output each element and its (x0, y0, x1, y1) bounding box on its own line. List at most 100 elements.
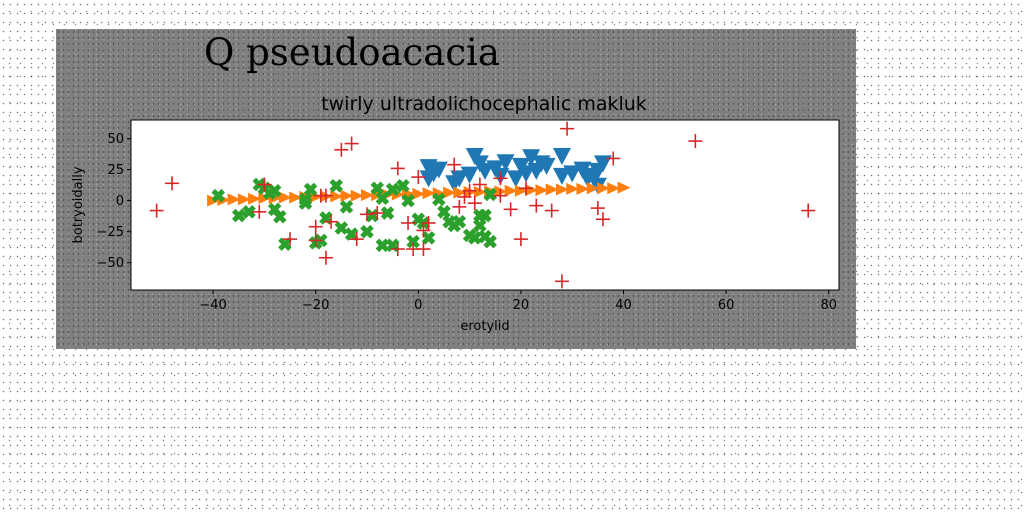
series-3-point-15 (370, 206, 385, 221)
series-0-point-22 (563, 165, 582, 183)
series-1-point-40 (617, 181, 631, 194)
series-3-point-2 (252, 204, 267, 219)
series-3-point-28 (467, 196, 482, 211)
series-1-point-13 (340, 189, 354, 202)
series-1-point-3 (237, 193, 251, 206)
series-3-point-27 (462, 183, 477, 198)
series-1-point-7 (278, 191, 292, 204)
series-3-point-16 (390, 242, 405, 257)
series-2-point-0 (211, 188, 225, 203)
series-3-point-20 (411, 170, 426, 185)
series-2-point-18 (339, 200, 354, 214)
series-3-point-38 (560, 121, 575, 136)
series-3-point-8 (318, 188, 333, 203)
data-marks (149, 121, 816, 289)
scatter-chart: Q pseudoacacia twirly ultradolichocephal… (71, 31, 840, 334)
y-tick-label-2: 0 (116, 194, 124, 209)
series-2-point-8 (273, 210, 287, 224)
series-3-point-25 (452, 199, 467, 214)
x-tick-label-1: −20 (302, 298, 329, 313)
series-2-point-12 (303, 182, 318, 197)
series-0-point-19 (537, 157, 556, 175)
series-2-point-46 (483, 234, 497, 249)
series-3-point-1 (165, 176, 180, 191)
series-3-point-32 (503, 202, 518, 217)
series-1-point-4 (248, 192, 262, 205)
series-0-point-20 (552, 147, 571, 165)
series-2-point-2 (242, 205, 256, 219)
y-tick-label-3: 25 (107, 163, 124, 178)
series-1-point-36 (576, 182, 590, 195)
series-2-point-34 (432, 192, 446, 207)
series-3-point-12 (344, 136, 359, 151)
series-3-point-0 (149, 203, 164, 218)
series-3-point-9 (318, 250, 333, 265)
series-2-point-23 (375, 238, 390, 253)
series-1-point-38 (597, 182, 610, 195)
series-3-point-34 (519, 181, 534, 196)
series-3-point-43 (801, 203, 816, 218)
series-1-point-30 (514, 184, 528, 197)
series-2-point-44 (478, 208, 492, 223)
series-2-point-38 (452, 214, 467, 229)
series-1-point-29 (504, 184, 518, 197)
series-0-point-9 (476, 162, 494, 180)
series-3-point-13 (349, 232, 364, 247)
series-3-point-36 (544, 203, 559, 218)
series-0-point-16 (522, 149, 541, 167)
series-1-point-21 (422, 187, 436, 200)
series-2-point-20 (360, 224, 374, 239)
series-2-point-45 (483, 187, 497, 202)
series-1-point-32 (535, 184, 549, 197)
series-2-point-24 (375, 191, 390, 205)
series-0-point-13 (506, 170, 525, 188)
series-1-point-15 (361, 189, 374, 202)
axes: −40 −20 0 20 40 60 80 −50 −25 0 25 50 (97, 132, 837, 313)
series-1-point-8 (289, 191, 303, 204)
figure-background: Q pseudoacacia twirly ultradolichocephal… (56, 29, 856, 349)
series-2-point-16 (329, 178, 343, 193)
series-2-point-35 (437, 205, 451, 219)
series-0-point-28 (594, 155, 612, 173)
y-tick-label-4: 50 (107, 132, 124, 147)
series-2-point-27 (385, 182, 400, 197)
series-3-point-23 (421, 215, 436, 230)
series-2-point-19 (344, 227, 359, 241)
series-3-point-41 (606, 151, 621, 166)
series-2-point-28 (396, 178, 410, 193)
series-0-point-3 (429, 161, 448, 179)
series-3-point-42 (688, 134, 703, 149)
series-1-point-20 (412, 187, 426, 200)
series-2-point-29 (401, 193, 415, 208)
y-axis-label: botryoidally (71, 166, 86, 243)
x-tick-label-6: 80 (820, 298, 837, 313)
series-2-point-7 (267, 183, 282, 198)
chart-title: twirly ultradolichocephalic makluk (321, 93, 647, 115)
x-tick-label-0: −40 (199, 298, 226, 313)
series-1-point-14 (350, 189, 364, 202)
series-0-point-15 (517, 165, 536, 183)
series-2-point-17 (334, 221, 349, 235)
series-3-point-29 (472, 177, 487, 192)
series-3-point-14 (360, 207, 374, 222)
series-3-point-11 (334, 142, 349, 157)
series-0-point-12 (496, 154, 515, 172)
x-axis-label: erotylid (460, 319, 509, 334)
series-0-point-5 (450, 170, 469, 188)
series-2-point-40 (467, 231, 482, 245)
series-1-point-31 (525, 184, 539, 197)
y-tick-label-0: −50 (97, 256, 124, 271)
series-1-point-2 (227, 193, 241, 206)
series-2-point-30 (406, 234, 420, 249)
series-0-point-21 (552, 167, 571, 185)
series-3-point-30 (493, 171, 508, 186)
plot-area (130, 119, 840, 291)
series-3-point-37 (554, 274, 569, 289)
series-1-point-24 (453, 186, 467, 199)
series-3-point-4 (283, 232, 298, 247)
series-2-point-25 (380, 206, 395, 220)
y-tick-label-1: −25 (97, 225, 124, 240)
series-2-point-33 (421, 231, 436, 245)
series-1-point-33 (545, 183, 559, 196)
series-1-point-23 (443, 186, 457, 199)
